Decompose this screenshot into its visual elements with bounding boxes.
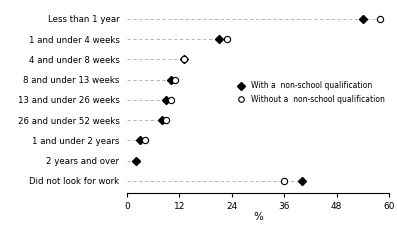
X-axis label: %: % <box>253 212 263 222</box>
Legend: With a  non-school qualification, Without a  non-school qualification: With a non-school qualification, Without… <box>234 81 385 104</box>
